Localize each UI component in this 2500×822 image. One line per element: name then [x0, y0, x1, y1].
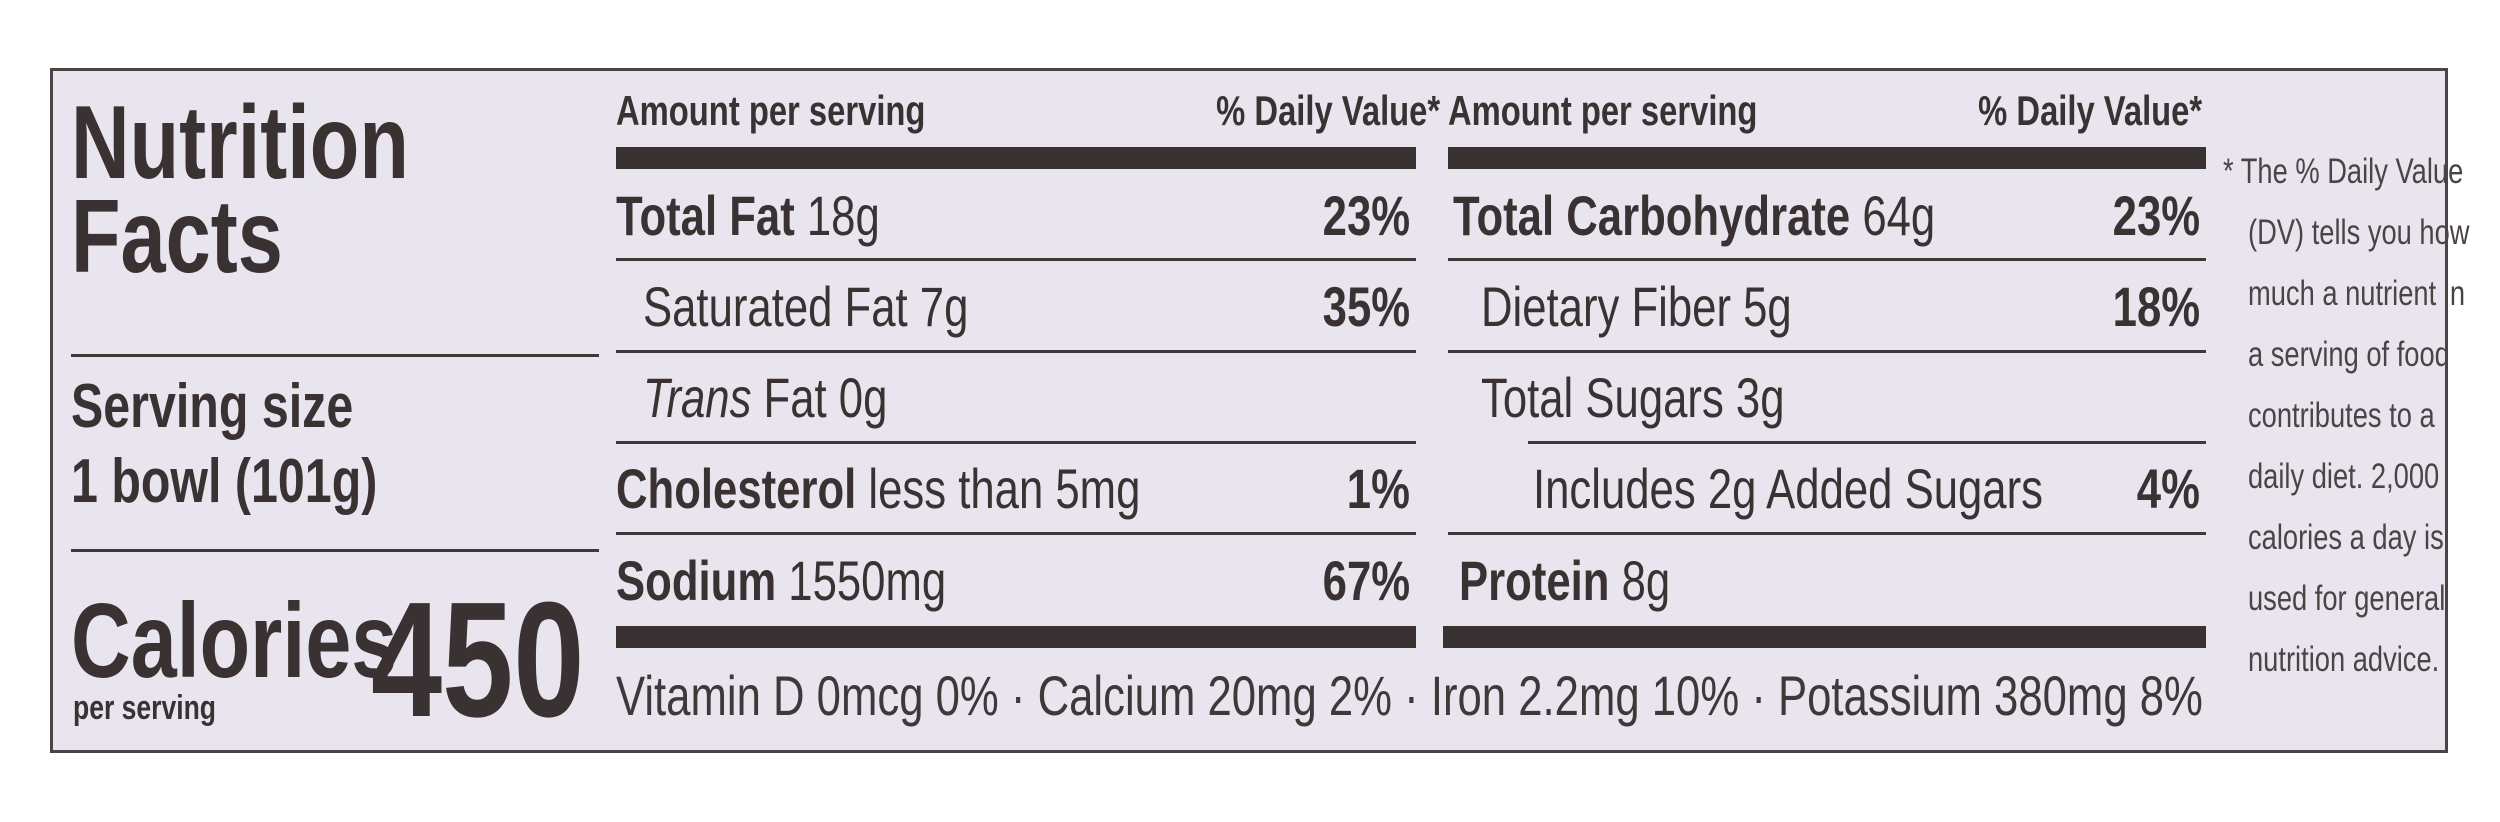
left-row-divider	[616, 350, 1416, 353]
right-row-divider	[1448, 258, 2206, 261]
left-dv-header: % Daily Value*	[1216, 87, 1440, 134]
left-amount-header: Amount per serving	[616, 87, 926, 134]
row-added-sugars: Includes 2g Added Sugars	[1533, 457, 2043, 520]
row-trans-fat: Trans Fat 0g	[643, 366, 888, 429]
row-cholesterol: Cholesterol less than 5mg	[616, 457, 1141, 520]
dv-added-sugars: 4%	[2136, 457, 2200, 520]
right-row-divider-indented	[1528, 441, 2206, 444]
dv-cholesterol: 1%	[1346, 457, 1410, 520]
row-total-sugars: Total Sugars 3g	[1481, 366, 1785, 429]
row-total-fat: Total Fat 18g	[616, 184, 880, 247]
row-sodium: Sodium 1550mg	[616, 549, 947, 612]
right-dv-header: % Daily Value*	[1978, 87, 2202, 134]
row-dietary-fiber: Dietary Fiber 5g	[1481, 275, 1792, 338]
left-row-divider	[616, 258, 1416, 261]
row-total-carbohydrate: Total Carbohydrate 64g	[1453, 184, 1936, 247]
right-row-divider	[1448, 532, 2206, 535]
title-line-1: Nutrition	[71, 85, 409, 201]
left-bottom-thick-rule	[616, 626, 1416, 648]
calories-label: Calories	[71, 582, 398, 700]
left-row-divider	[616, 532, 1416, 535]
row-saturated-fat: Saturated Fat 7g	[643, 275, 969, 338]
daily-value-footnote: * The % Daily Value (DV) tells you how m…	[2223, 152, 2470, 679]
left-thick-rule	[616, 147, 1416, 169]
left-row-divider	[616, 441, 1416, 444]
title-line-2: Facts	[71, 179, 283, 295]
right-row-divider	[1448, 350, 2206, 353]
right-amount-header: Amount per serving	[1448, 87, 1758, 134]
dv-saturated-fat: 35%	[1322, 275, 1410, 338]
row-protein: Protein 8g	[1459, 549, 1671, 612]
divider-under-title	[71, 354, 599, 357]
right-thick-rule	[1448, 147, 2206, 169]
serving-size-value: 1 bowl (101g)	[71, 447, 378, 516]
right-bottom-thick-rule	[1443, 626, 2206, 648]
calories-value: 450	[371, 568, 585, 751]
vitamins-minerals-line: Vitamin D 0mcg 0% · Calcium 20mg 2% · Ir…	[616, 664, 2203, 727]
serving-size-label: Serving size	[71, 372, 354, 441]
dv-sodium: 67%	[1322, 549, 1410, 612]
calories-per-serving-label: per serving	[73, 689, 216, 727]
divider-under-serving	[71, 549, 599, 552]
nutrition-facts-panel: Nutrition Facts Serving size 1 bowl (101…	[50, 68, 2470, 753]
panel-title: Nutrition Facts	[71, 85, 504, 295]
dv-dietary-fiber: 18%	[2112, 275, 2200, 338]
dv-total-carbohydrate: 23%	[2112, 184, 2200, 247]
dv-total-fat: 23%	[1322, 184, 1410, 247]
